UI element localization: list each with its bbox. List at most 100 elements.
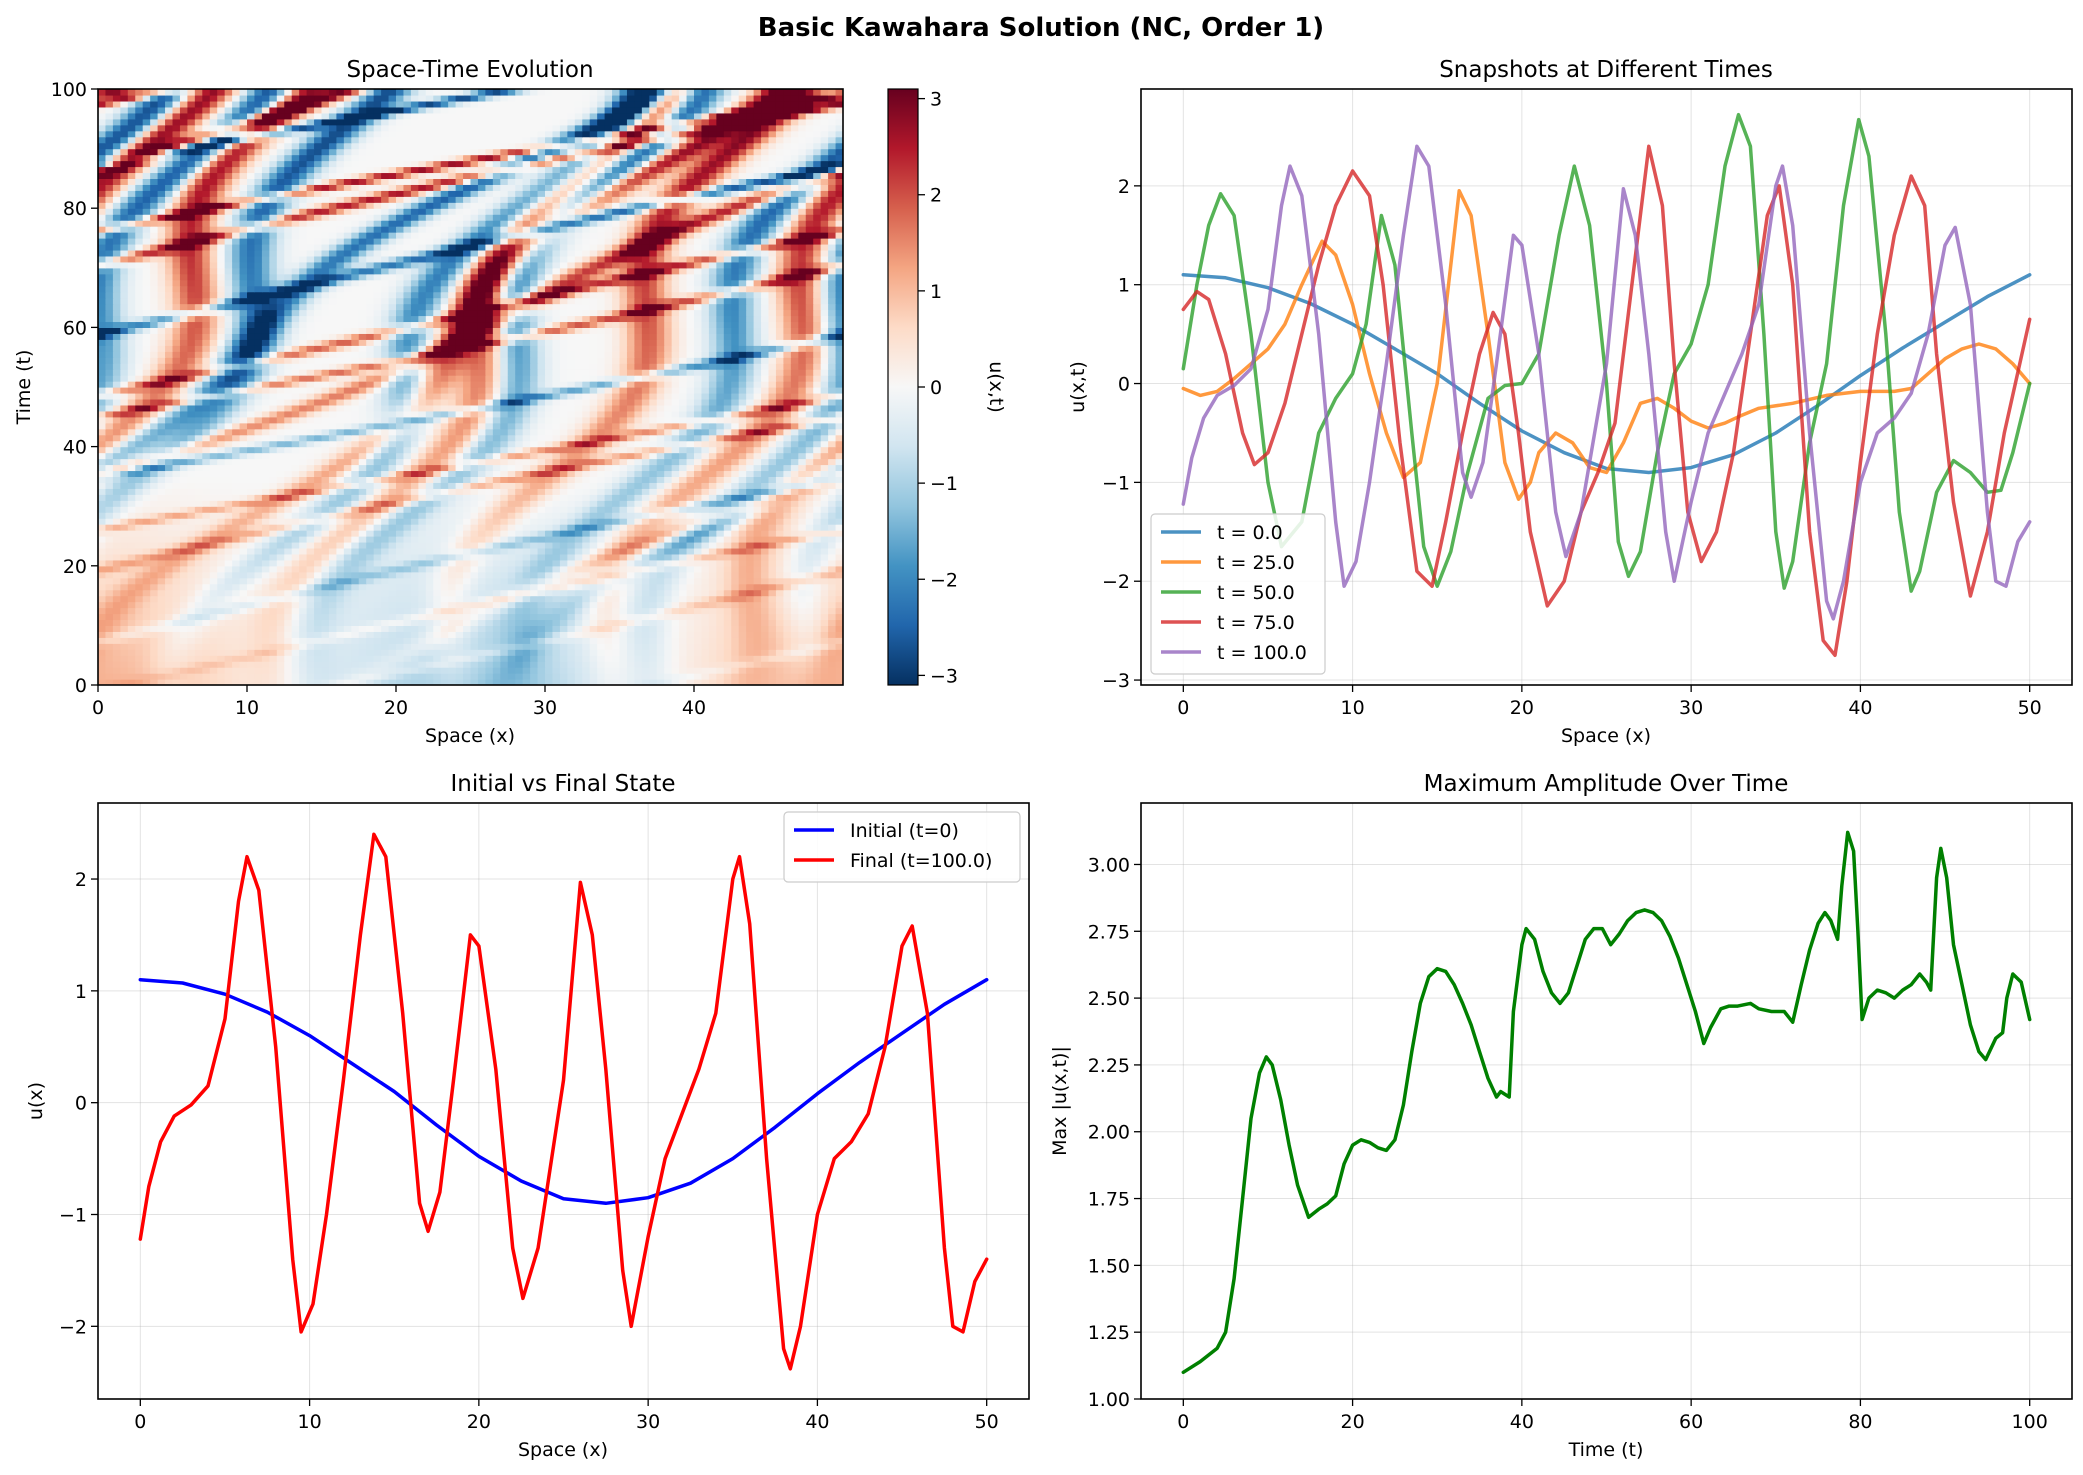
heatmap-cell (708, 541, 717, 549)
heatmap-cell (358, 577, 367, 585)
heatmap-cell (254, 440, 263, 448)
heatmap-cell (492, 637, 501, 644)
heatmap-cell (738, 613, 747, 621)
heatmap-cell (656, 482, 665, 489)
heatmap-cell (440, 482, 449, 489)
heatmap-cell (202, 661, 211, 668)
heatmap-cell (559, 422, 568, 430)
heatmap-cell (694, 679, 703, 685)
heatmap-cell (194, 494, 203, 501)
heatmap-cell (455, 667, 464, 674)
heatmap-cell (545, 643, 554, 650)
heatmap-cell (567, 500, 576, 507)
heatmap-cell (135, 673, 144, 680)
heatmap-cell (656, 428, 665, 436)
heatmap-cell (440, 547, 449, 555)
heatmap-cell (492, 428, 501, 436)
heatmap-cell (559, 631, 568, 638)
heatmap-cell (701, 673, 710, 680)
heatmap-cell (150, 655, 159, 662)
heatmap-cell (753, 422, 762, 430)
heatmap-cell (187, 518, 196, 525)
heatmap-cell (232, 643, 241, 650)
heatmap-cell (500, 625, 509, 632)
heatmap-cell (582, 607, 591, 615)
heatmap-cell (701, 571, 710, 579)
heatmap-cell (746, 613, 755, 621)
heatmap-cell (515, 434, 524, 442)
heatmap-cell (165, 470, 174, 477)
heatmap-cell (373, 446, 382, 454)
heatmap-cell (798, 446, 807, 454)
heatmap-cell (150, 679, 159, 685)
heatmap-cell (641, 452, 650, 460)
heatmap-cell (217, 410, 226, 418)
heatmap-cell (112, 506, 121, 513)
heatmap-cell (828, 452, 837, 460)
heatmap-cell (664, 500, 673, 507)
heatmap-cell (813, 416, 822, 424)
heatmap-cell (723, 547, 732, 555)
heatmap-cell (120, 631, 129, 638)
heatmap-cell (343, 559, 352, 567)
heatmap-cell (626, 541, 635, 549)
heatmap-cell (463, 458, 472, 466)
heatmap-cell (314, 416, 323, 424)
heatmap-cell (530, 601, 539, 609)
heatmap-cell (247, 434, 256, 442)
heatmap-cell (165, 541, 174, 549)
heatmap-cell (716, 518, 725, 525)
heatmap-cell (589, 673, 598, 680)
heatmap-cell (455, 613, 464, 621)
heatmap-cell (120, 536, 129, 543)
heatmap-cell (589, 661, 598, 668)
heatmap-cell (187, 631, 196, 638)
heatmap-cell (626, 482, 635, 489)
heatmap-cell (410, 619, 419, 626)
heatmap-cell (150, 506, 159, 513)
heatmap-cell (217, 387, 226, 394)
heatmap-cell (247, 583, 256, 591)
heatmap-cell (366, 464, 375, 472)
heatmap-cell (671, 673, 680, 680)
heatmap-cell (835, 506, 843, 513)
heatmap-cell (179, 404, 188, 412)
heatmap-cell (545, 464, 554, 472)
heatmap-cell (746, 565, 755, 573)
heatmap-cell (567, 488, 576, 495)
heatmap-cell (798, 619, 807, 626)
heatmap-cell (828, 607, 837, 615)
heatmap-cell (537, 547, 546, 555)
heatmap-cell (701, 577, 710, 585)
heatmap-cell (828, 619, 837, 626)
heatmap-cell (291, 434, 300, 442)
heatmap-cell (336, 583, 345, 591)
heatmap-cell (261, 625, 270, 632)
heatmap-cell (768, 625, 777, 632)
heatmap-cell (284, 667, 293, 674)
heatmap-cell (820, 667, 829, 674)
heatmap-cell (612, 476, 621, 483)
heatmap-cell (172, 530, 181, 537)
heatmap-cell (545, 583, 554, 591)
heatmap-cell (120, 637, 129, 644)
heatmap-grid (98, 89, 843, 685)
heatmap-cell (500, 637, 509, 644)
heatmap-cell (187, 500, 196, 507)
heatmap-cell (254, 571, 263, 579)
heatmap-cell (306, 553, 315, 561)
heatmap-cell (321, 398, 330, 406)
heatmap-cell (463, 667, 472, 674)
heatmap-cell (515, 613, 524, 621)
heatmap-cell (500, 607, 509, 615)
heatmap-cell (559, 518, 568, 525)
heatmap-cell (828, 398, 837, 406)
heatmap-cell (306, 625, 315, 632)
heatmap-cell (321, 404, 330, 412)
heatmap-cell (224, 649, 233, 656)
heatmap-cell (701, 649, 710, 656)
heatmap-cell (410, 541, 419, 549)
heatmap-cell (232, 536, 241, 543)
heatmap-cell (671, 577, 680, 585)
heatmap-cell (783, 488, 792, 495)
